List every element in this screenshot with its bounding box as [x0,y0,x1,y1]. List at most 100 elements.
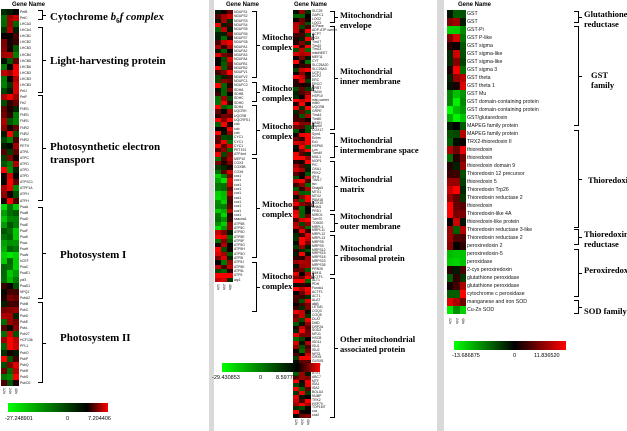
gene-label: PsbC [20,307,29,312]
heatmap-cell [447,34,454,43]
group-complex-ii: Mitochondrial complex II [262,83,315,103]
heatmap-cell [459,306,467,315]
heatmap-cell [227,260,234,266]
heatmap-cell [13,300,20,308]
gene-label: MRPL12 [312,232,326,237]
heatmap-cell [293,352,300,357]
heatmap-cell [299,29,306,34]
gene-label: cox2 [312,413,320,418]
heatmap-cell [7,306,14,314]
gene-label: MAPEG family protein [467,131,519,137]
column-header: 12h [2,388,7,394]
heatmap-cell [7,173,14,180]
gene-label: CYC1 [234,143,244,148]
heatmap-cell [227,66,234,71]
heatmap-cell [305,183,312,188]
gene-label: PRD1 [312,209,322,214]
heatmap-cell [215,217,222,222]
heatmap-cell [305,294,312,299]
gene-label: HCF136 [20,338,33,343]
heatmap-cell [1,361,8,369]
gene-label: COX5B [234,165,246,170]
heatmap-cell [305,17,312,22]
mitochondria-panel: Gene Name Gene Name NDUFS1 NDUFS2 NDUFS3 ND… [212,0,437,431]
gene-label: Hsp60 [312,124,322,129]
heatmap-cell [305,63,312,69]
color-scale-bar-2 [222,363,320,372]
heatmap-cell [299,113,306,119]
gene-label: GST domain-containing protein [467,107,539,113]
gene-label: ATPH [20,198,29,203]
heatmap-cell [7,258,14,265]
gene-label: PDH [312,282,320,287]
heatmap-cell [305,163,312,169]
gene-label: thioredoxin 5 [467,179,497,185]
heatmap-cell [221,109,228,114]
heatmap-cell [305,337,312,342]
heatmap-cell [215,35,222,41]
heatmap-cell [7,81,14,89]
heatmap-cell [299,187,306,192]
gene-label: GAPC1 [312,12,324,17]
gene-label: ATP5K [234,264,245,269]
heatmap-cell [293,283,300,288]
heatmap-cell [305,348,312,353]
heatmap-cell [447,282,454,291]
heatmap-cell [305,394,312,400]
gene-label: alkB [312,301,319,306]
heatmap-cell [7,39,14,46]
gene-label: Tom40 [312,151,323,156]
heatmap-cell [459,170,467,179]
gene-label: thioredoxin [467,155,493,161]
heatmap-cell [227,96,234,101]
heatmap-cell [227,113,234,119]
gene-label: peroxiredoxin-5 [467,251,503,257]
heatmap-cell [459,194,467,203]
heatmap-cell [13,367,20,375]
heatmap-cell [305,117,312,122]
scale3-max: 11.836520 [534,353,560,359]
heatmap-cell [221,243,228,248]
gene-label: MOP1 [312,159,322,164]
gene-label: GST [467,11,478,17]
gene-label: manganese and iron SOD [467,299,527,305]
group-matrix: Mitochondrial matrix [340,174,393,194]
heatmap-cell [215,126,222,132]
heatmap-cell [299,398,306,403]
heatmap-cell [215,247,222,253]
heatmap-cell [305,352,312,357]
gene-label: GST sigma [467,43,493,49]
heatmap-cell [13,21,20,28]
heatmap-cell [227,53,234,58]
heatmap-cell [221,212,228,218]
gene-label: cox1 [234,174,242,179]
gene-label: ATP5E [234,234,245,239]
heatmap-cell [13,355,20,362]
heatmap-cell [293,33,300,38]
heatmap-cell [7,361,14,369]
heatmap-cell [299,179,306,184]
heatmap-cell [447,26,454,35]
heatmap-cell [305,260,312,265]
bracket-ribosomal [330,235,338,275]
heatmap-cell [215,182,222,188]
heatmap-cell [459,34,467,43]
heatmap-cell [293,214,300,219]
heatmap-cell [215,143,222,149]
gene-label: PEK2 [312,170,321,175]
heatmap-cell [299,90,306,95]
heatmap-cell [305,298,312,303]
heatmap-cell [293,94,300,99]
gene-label: NDUFS4 [234,22,248,27]
gene-label: NDUFS3 [234,18,248,23]
heatmap-cell [305,110,312,115]
heatmap-cell [447,10,454,19]
bracket-light-harvesting [38,27,46,93]
heatmap-cell [299,225,306,230]
heatmap-cell [1,240,8,247]
heatmap-cell [227,109,234,114]
heatmap-cell [293,44,300,49]
heatmap-cell [459,258,467,267]
antioxidant-heatmap [447,10,467,315]
heatmap-cell [215,74,222,80]
